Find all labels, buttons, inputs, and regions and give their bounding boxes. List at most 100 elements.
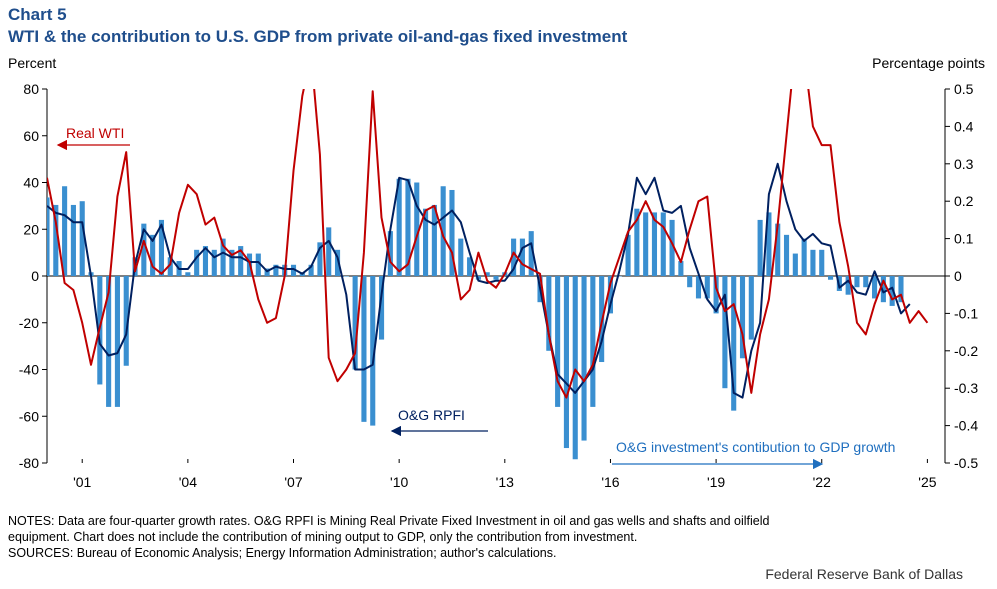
left-axis-tick-label: 40 [23,175,39,191]
contribution-bar [731,276,737,411]
right-axis-tick-label: -0.2 [954,343,978,359]
contribution-bar [370,276,376,426]
contribution-bar [695,276,702,299]
annotations-layer: Real WTI O&G RPFI O&G investment's conti… [56,125,895,470]
contribution-bar [572,276,578,460]
contribution-bar [889,276,895,306]
right-axis-tick-label: 0.4 [954,118,974,134]
contribution-bar [872,276,878,299]
contribution-bar [660,212,666,276]
contribution-bar [484,272,490,276]
left-axis-tick-label: -20 [19,315,39,331]
contribution-bar [255,253,261,276]
contribution-bar [141,223,147,276]
contribution-bar [863,276,869,288]
contribution-bar [792,253,798,276]
contribution-bar [581,276,587,441]
contribution-bar [669,219,675,276]
x-axis-tick-label: '10 [390,474,408,490]
contribution-bar [634,208,640,276]
contribution-bar [423,208,429,276]
left-axis-tick-label: -60 [19,408,39,424]
contribution-bar [748,276,754,340]
left-axis-tick-label: 0 [31,268,39,284]
contribution-bar [827,276,834,280]
contribution-bar [528,231,534,276]
contribution-bar [458,238,464,276]
contribution-bar [405,178,411,276]
right-axis-tick-label: 0.1 [954,231,974,247]
left-axis-label: Percent [8,55,57,71]
x-axis-tick-label: '25 [918,474,936,490]
left-axis-tick-label: -80 [19,455,39,471]
contribution-bar [79,201,85,276]
x-axis-tick-label: '01 [73,474,91,490]
x-axis-tick-label: '04 [179,474,197,490]
right-axis-tick-label: 0 [954,268,962,284]
right-axis-tick-label: 0.3 [954,156,974,172]
contribution-bar [801,238,807,276]
contribution-bar [238,246,244,276]
contribution-bar [854,276,860,288]
contribution-bar [511,238,517,276]
contribution-bar [616,276,622,277]
contribution-bar [810,249,816,276]
contribution-bar [563,276,569,449]
chart-number: Chart 5 [8,5,67,24]
right-axis-tick-label: -0.3 [954,380,978,396]
sources-line: SOURCES: Bureau of Economic Analysis; En… [8,546,557,560]
left-axis-tick-label: 60 [23,128,39,144]
contribution-bar [898,276,904,303]
x-axis-tick-label: '19 [707,474,725,490]
contribution-bar [704,276,710,299]
contribution-bar [590,276,596,407]
contribution-bar [326,227,332,276]
real-wti-annotation: Real WTI [66,125,124,141]
notes-line-1: NOTES: Data are four-quarter growth rate… [8,514,770,528]
contribution-bar [273,264,279,276]
contribution-bar [449,189,455,276]
left-axis-tick-label: 20 [23,221,39,237]
right-axis-tick-label: 0.2 [954,193,974,209]
right-axis-tick-label: -0.1 [954,305,978,321]
notes-line-2: equipment. Chart does not include the co… [8,530,638,544]
contribution-bar [678,261,684,276]
contribution-bar [229,249,235,276]
left-axis-tick-label: 80 [23,81,39,97]
x-axis-tick-label: '16 [601,474,619,490]
contribution-bar [467,257,473,276]
contribution-bar [47,197,50,276]
contribution-bar [440,186,446,276]
contribution-bar [651,212,658,276]
contribution-bar [220,238,226,276]
contribution-bar [378,276,385,340]
contribution-bar [625,234,631,276]
bar-series [47,178,904,460]
contribution-bar [783,234,790,276]
contribution-bar [414,182,420,276]
rpfi-line [47,162,911,399]
x-axis-tick-label: '22 [813,474,831,490]
contribution-bar [757,219,763,276]
line-series [47,89,929,399]
contribution-bar [775,223,781,276]
contribution-bar [114,276,120,407]
notes-block: NOTES: Data are four-quarter growth rate… [8,513,968,561]
contribution-bar [167,257,173,276]
x-axis-tick-label: '13 [496,474,514,490]
contribution-bar [290,264,297,276]
contribution-bar [555,276,561,407]
contribution-bar [431,204,437,276]
contribution-bar [546,276,552,351]
contribution-bar [70,204,76,276]
contribution-bar [202,246,209,276]
right-axis-tick-label: 0.5 [954,81,974,97]
real-wti-line [47,89,929,399]
source-credit: Federal Reserve Bank of Dallas [765,566,963,582]
contribution-bar [352,276,358,370]
contribution-bar [766,212,772,276]
contribution-bar [334,249,341,276]
contribution-bar [519,238,525,276]
contribution-bar [722,276,728,389]
